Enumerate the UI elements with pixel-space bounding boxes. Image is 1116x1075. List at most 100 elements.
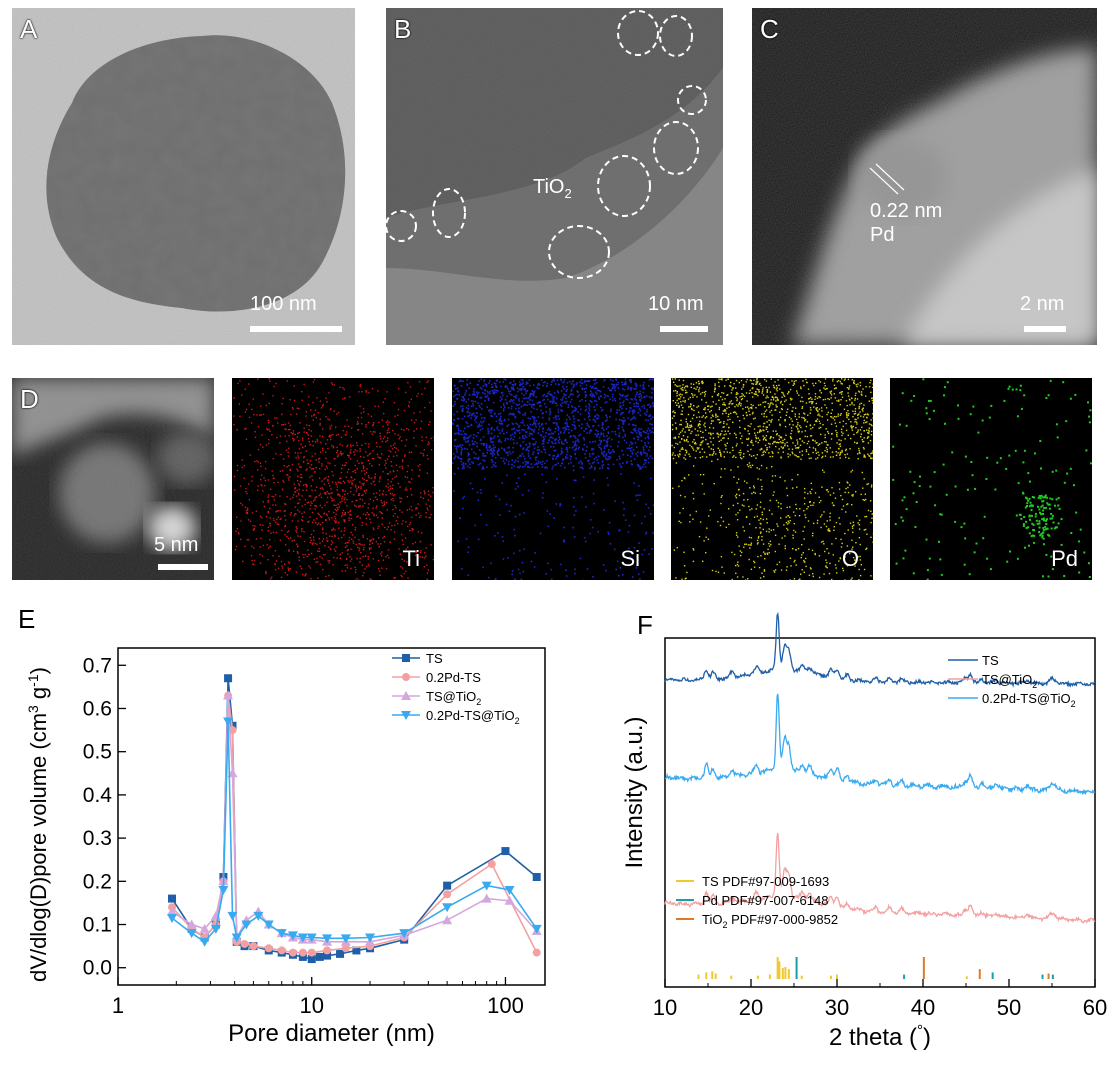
eds-dot	[567, 428, 570, 431]
eds-dot	[543, 440, 545, 443]
eds-dot	[748, 462, 751, 464]
eds-dot	[482, 466, 484, 468]
eds-dot	[578, 394, 580, 397]
eds-dot	[627, 388, 629, 390]
eds-dot	[393, 538, 396, 540]
eds-dot	[792, 384, 794, 386]
eds-dot	[1026, 497, 1028, 500]
eds-dot	[337, 433, 340, 436]
eds-dot	[349, 452, 352, 454]
eds-dot	[489, 439, 492, 441]
eds-dot	[607, 531, 609, 534]
eds-dot	[801, 569, 803, 571]
eds-dot	[679, 450, 681, 452]
eds-dot	[339, 495, 341, 497]
eds-dot	[870, 430, 873, 433]
eds-dot	[857, 417, 859, 419]
eds-dot	[484, 389, 487, 392]
eds-dot	[267, 559, 269, 561]
eds-dot	[792, 487, 794, 489]
eds-dot	[761, 390, 764, 393]
eds-dot	[858, 579, 860, 580]
eds-dot	[627, 386, 630, 388]
eds-dot	[598, 398, 600, 400]
eds-dot	[349, 510, 351, 513]
eds-dot	[794, 454, 796, 456]
eds-dot	[824, 378, 827, 380]
eds-dot	[285, 428, 287, 431]
eds-dot	[634, 397, 636, 400]
eds-dot	[360, 416, 363, 419]
eds-dot	[292, 430, 295, 432]
eds-dot	[828, 572, 831, 575]
eds-dot	[461, 433, 463, 436]
eds-dot	[386, 473, 389, 475]
eds-dot	[578, 434, 580, 437]
eds-dot	[740, 554, 742, 557]
eds-dot	[260, 537, 262, 539]
eds-dot	[689, 424, 691, 427]
eds-dot	[702, 440, 704, 442]
eds-dot	[678, 436, 680, 438]
eds-dot	[709, 509, 711, 511]
eds-dot	[606, 416, 608, 419]
eds-dot	[573, 428, 576, 430]
eds-dot	[830, 397, 832, 399]
eds-dot	[835, 387, 837, 389]
eds-dot	[328, 535, 331, 537]
eds-dot	[567, 404, 570, 406]
eds-dot	[541, 442, 544, 445]
eds-dot	[311, 475, 313, 477]
eds-dot	[639, 400, 642, 402]
eds-dot	[533, 384, 535, 386]
eds-dot	[603, 445, 606, 448]
eds-dot	[305, 415, 307, 417]
eds-dot	[575, 440, 577, 442]
eds-dot	[352, 540, 354, 542]
eds-dot	[694, 441, 696, 444]
eds-dot	[689, 396, 691, 399]
eds-dot	[369, 578, 371, 580]
eds-dot	[303, 540, 306, 543]
eds-dot	[791, 448, 794, 450]
eds-dot	[697, 430, 699, 432]
eds-dot	[479, 425, 481, 427]
eds-dot	[265, 572, 267, 575]
eds-dot	[629, 447, 631, 450]
eds-dot	[634, 427, 637, 430]
eds-dot	[631, 412, 634, 415]
eds-dot	[871, 484, 873, 486]
eds-dot	[287, 537, 290, 540]
eds-dot	[644, 412, 646, 415]
eds-dot	[606, 440, 609, 443]
eds-dot	[373, 457, 375, 460]
eds-dot	[510, 381, 512, 384]
eds-dot	[362, 477, 364, 479]
eds-dot	[457, 456, 459, 458]
eds-dot	[748, 392, 751, 394]
eds-dot	[357, 515, 359, 517]
eds-dot	[368, 443, 370, 445]
eds-dot	[387, 437, 389, 439]
eds-dot	[253, 563, 255, 566]
eds-dot	[591, 449, 593, 451]
eds-dot	[766, 447, 768, 449]
eds-dot	[352, 542, 355, 544]
eds-dot	[758, 383, 761, 385]
eds-dot	[717, 418, 719, 421]
eds-dot	[520, 578, 523, 580]
eds-dot	[533, 417, 535, 419]
eds-dot	[617, 445, 619, 448]
eds-dot	[392, 508, 394, 511]
eds-dot	[858, 568, 860, 571]
eds-dot	[673, 446, 675, 449]
eds-dot	[619, 567, 622, 569]
eds-dot	[842, 569, 845, 572]
eds-dot	[559, 438, 561, 441]
eds-dot	[751, 464, 754, 466]
eds-dot	[755, 437, 758, 440]
eds-dot	[818, 408, 821, 410]
eds-dot	[415, 507, 417, 509]
eds-dot	[538, 382, 540, 385]
eds-dot	[557, 411, 560, 413]
